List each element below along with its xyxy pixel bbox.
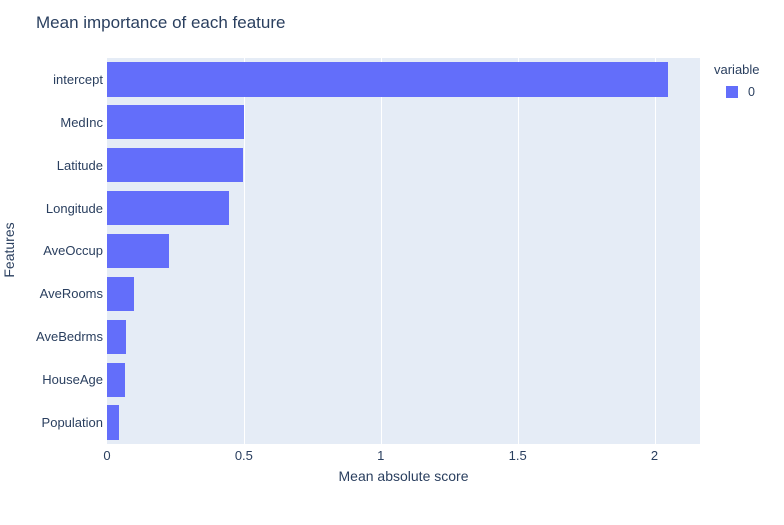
gridline-2: [654, 58, 656, 444]
y-tick-label-AveRooms: AveRooms: [39, 286, 103, 302]
legend-title: variable: [714, 62, 760, 77]
legend-item-label: 0: [748, 85, 755, 99]
y-axis-title: Features: [1, 222, 17, 278]
y-tick-label-HouseAge: HouseAge: [42, 372, 103, 388]
x-axis-title: Mean absolute score: [338, 468, 469, 484]
x-tick-label-0.5: 0.5: [234, 448, 253, 463]
x-tick-label-0: 0: [103, 448, 111, 463]
x-tick-label-1: 1: [377, 448, 385, 463]
y-tick-label-MedInc: MedInc: [60, 114, 103, 130]
gridline-1: [380, 58, 382, 444]
legend: variable 0: [710, 62, 782, 99]
y-tick-label-Latitude: Latitude: [56, 157, 103, 173]
bar-MedInc: [107, 105, 244, 140]
legend-item-0[interactable]: 0: [710, 85, 782, 99]
y-tick-label-intercept: intercept: [53, 71, 103, 87]
x-tick-label-2: 2: [650, 448, 659, 463]
bar-intercept: [107, 62, 669, 97]
legend-swatch-icon: [726, 86, 738, 98]
y-tick-label-AveBedrms: AveBedrms: [36, 329, 103, 345]
x-tick-label-1.5: 1.5: [508, 448, 527, 463]
bar-HouseAge: [107, 362, 126, 397]
gridline-1.5: [517, 58, 519, 444]
plot-area[interactable]: [107, 58, 700, 444]
y-tick-label-Population: Population: [41, 415, 103, 431]
y-tick-label-Longitude: Longitude: [45, 200, 103, 216]
bar-Latitude: [107, 148, 244, 183]
chart-title: Mean importance of each feature: [36, 13, 286, 32]
bar-AveOccup: [107, 233, 169, 269]
bar-AveBedrms: [107, 319, 127, 354]
gridline-0.5: [243, 58, 245, 444]
y-tick-label-AveOccup: AveOccup: [43, 243, 103, 259]
bar-Population: [107, 405, 120, 440]
bar-AveRooms: [107, 276, 134, 312]
bar-Longitude: [107, 190, 230, 226]
